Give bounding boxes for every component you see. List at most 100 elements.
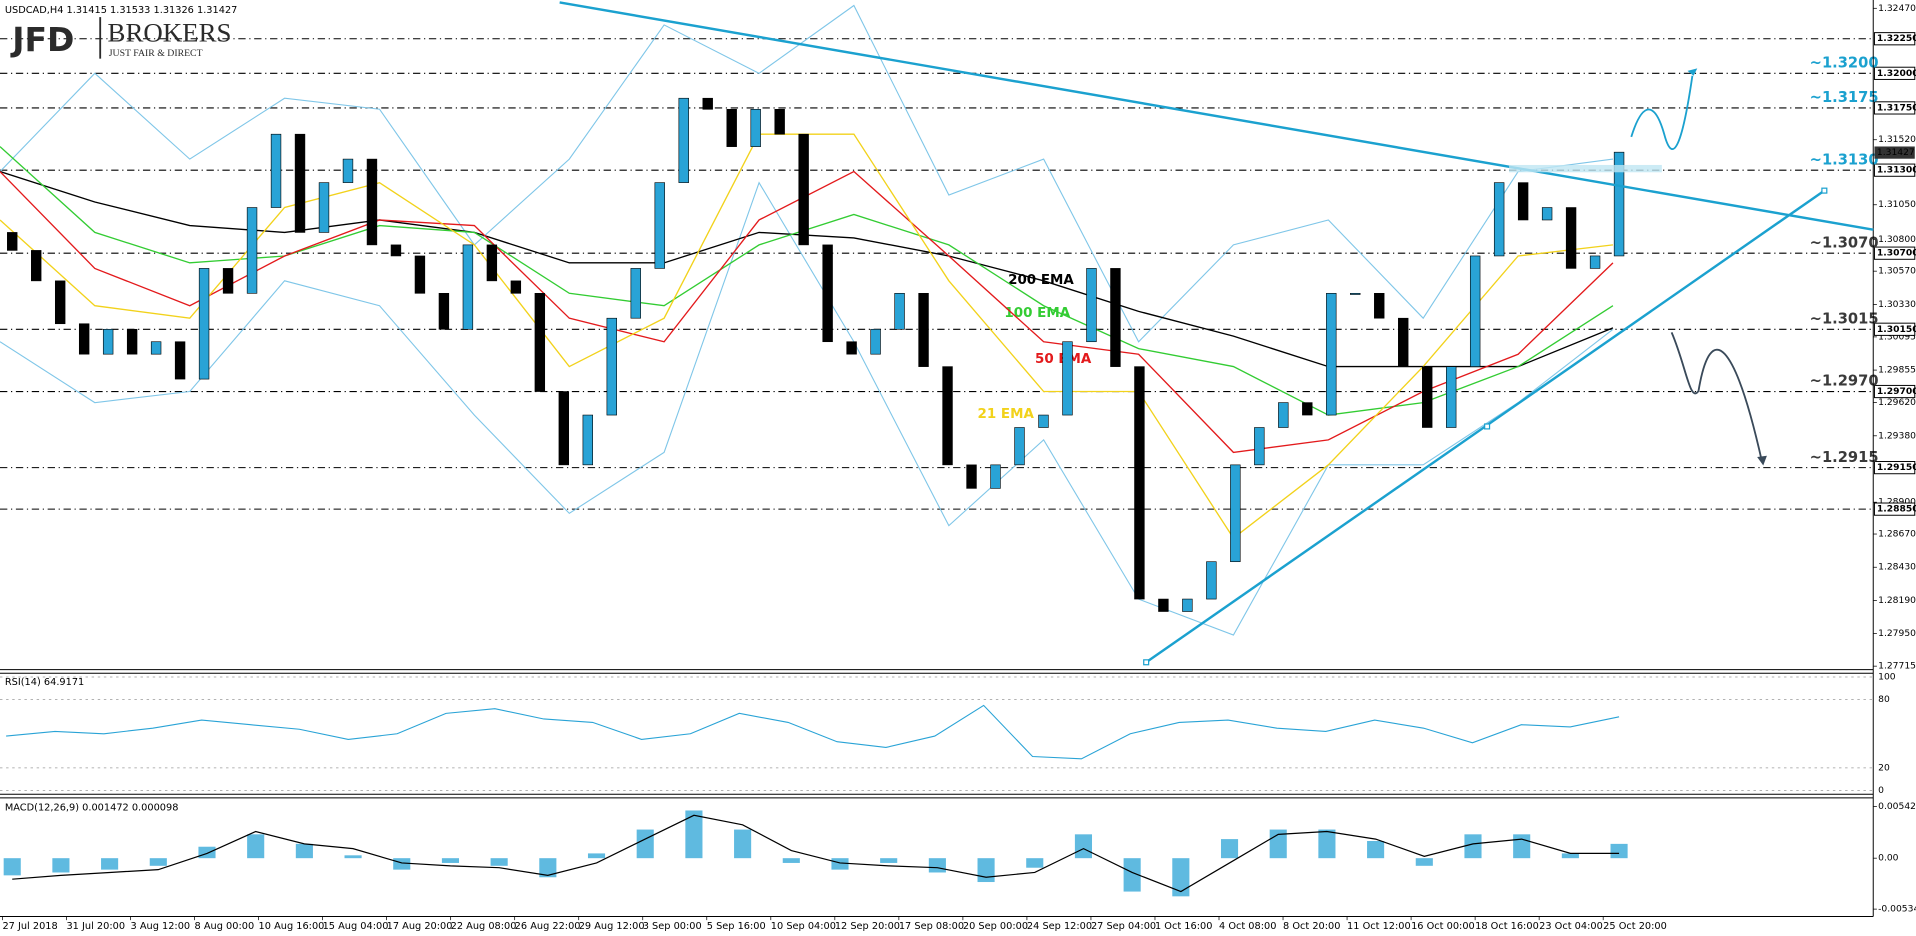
macd-bar bbox=[1220, 839, 1239, 859]
candle bbox=[606, 317, 617, 416]
x-tick-label: 10 Aug 16:00 bbox=[259, 921, 325, 932]
x-tick-label: 1 Oct 16:00 bbox=[1155, 921, 1212, 932]
y-tick-label: 1.32470 bbox=[1878, 3, 1916, 14]
candle bbox=[1038, 414, 1049, 428]
candle bbox=[78, 323, 90, 355]
rsi-line bbox=[6, 704, 1620, 760]
level-label: ~1.2915 bbox=[1810, 449, 1879, 466]
ema-label: 21 EMA bbox=[978, 407, 1035, 422]
candle bbox=[1230, 464, 1241, 563]
x-tick-label: 3 Sep 00:00 bbox=[643, 921, 702, 932]
candle bbox=[942, 366, 953, 466]
candle bbox=[630, 268, 641, 319]
macd-bar bbox=[490, 858, 508, 866]
candle bbox=[1422, 366, 1433, 428]
macd-bar bbox=[149, 858, 167, 866]
candle bbox=[726, 108, 737, 147]
level-axis-box bbox=[1873, 246, 1916, 260]
x-tick-label: 4 Oct 08:00 bbox=[1219, 921, 1276, 932]
bollinger-lower bbox=[0, 181, 1614, 636]
x-tick-label: 27 Jul 2018 bbox=[2, 921, 57, 932]
current-price-box bbox=[1874, 146, 1915, 159]
candle bbox=[1158, 598, 1169, 612]
level-axis-box bbox=[1873, 163, 1916, 177]
candle bbox=[1565, 207, 1577, 269]
candle bbox=[31, 250, 42, 282]
candle bbox=[1278, 402, 1289, 428]
macd-bar bbox=[247, 834, 265, 859]
macd-bar bbox=[782, 858, 800, 863]
candle bbox=[702, 97, 713, 110]
level-axis-label: 1.30150 bbox=[1877, 324, 1916, 335]
candle bbox=[1613, 151, 1625, 257]
x-tick-label: 27 Sep 04:00 bbox=[1091, 921, 1156, 932]
macd-bar bbox=[1415, 858, 1433, 866]
rsi-tick-label: 20 bbox=[1878, 762, 1890, 773]
y-tick-label: 1.28430 bbox=[1878, 562, 1916, 573]
macd-bar bbox=[880, 858, 898, 863]
candle bbox=[654, 182, 665, 269]
x-tick-label: 8 Aug 00:00 bbox=[195, 921, 255, 932]
level-axis-label: 1.32000 bbox=[1877, 68, 1916, 79]
trendline-handle bbox=[1821, 187, 1828, 194]
candle bbox=[126, 328, 138, 355]
y-tick-label: 1.28900 bbox=[1878, 497, 1916, 508]
candle bbox=[1086, 268, 1097, 343]
macd-bar bbox=[101, 858, 119, 870]
level-axis-box bbox=[1873, 384, 1916, 399]
x-tick-label: 3 Aug 12:00 bbox=[131, 921, 191, 932]
level-axis-label: 1.28850 bbox=[1877, 504, 1916, 515]
level-label: ~1.3200 bbox=[1810, 55, 1879, 72]
level-axis-box bbox=[1873, 66, 1916, 80]
macd-bar bbox=[1367, 841, 1385, 859]
candle bbox=[774, 108, 785, 135]
candle bbox=[1326, 292, 1337, 416]
y-tick-label: 1.30330 bbox=[1878, 299, 1916, 310]
candle bbox=[870, 328, 881, 355]
y-tick-label: 1.27715 bbox=[1878, 661, 1916, 672]
logo-tagline: JUST FAIR & DIRECT bbox=[109, 48, 203, 59]
macd-bar bbox=[393, 858, 411, 870]
candle bbox=[1014, 427, 1025, 466]
candle bbox=[1493, 182, 1505, 257]
macd-bar bbox=[1561, 853, 1579, 859]
ema-label: 100 EMA bbox=[1004, 306, 1070, 321]
x-tick-label: 12 Sep 20:00 bbox=[835, 921, 900, 932]
y-tick-label: 1.29380 bbox=[1878, 430, 1916, 441]
macd-bar bbox=[1318, 829, 1336, 859]
level-axis-label: 1.30700 bbox=[1877, 248, 1916, 259]
y-tick-label: 1.31520 bbox=[1878, 134, 1916, 145]
y-tick-label: 1.28670 bbox=[1878, 529, 1916, 540]
macd-tick-label: -0.00534 bbox=[1878, 904, 1916, 915]
macd-bar bbox=[52, 858, 70, 873]
level-axis-box bbox=[1873, 461, 1916, 475]
candle bbox=[294, 133, 306, 233]
logo-mark: JFD bbox=[10, 20, 74, 59]
y-tick-label: 1.31050 bbox=[1878, 199, 1916, 210]
candle bbox=[1206, 561, 1217, 600]
y-tick-label: 1.28190 bbox=[1878, 595, 1916, 606]
x-tick-label: 18 Oct 16:00 bbox=[1475, 921, 1539, 932]
candle bbox=[1062, 341, 1073, 416]
candle bbox=[846, 341, 857, 355]
trendline-handle bbox=[1143, 659, 1150, 666]
macd-bar bbox=[831, 858, 849, 870]
candle bbox=[150, 341, 162, 355]
level-axis-label: 1.29150 bbox=[1877, 462, 1916, 473]
rsi-tick-label: 80 bbox=[1878, 694, 1890, 705]
candle bbox=[678, 97, 689, 183]
level-label: ~1.3070 bbox=[1810, 234, 1879, 251]
bearish-scenario-arrow bbox=[1670, 332, 1763, 463]
candle bbox=[342, 158, 354, 183]
level-axis-label: 1.32250 bbox=[1877, 33, 1916, 44]
candle bbox=[750, 108, 761, 147]
candle bbox=[1469, 255, 1481, 367]
candle bbox=[246, 207, 258, 294]
macd-bar bbox=[1610, 843, 1628, 859]
candle bbox=[7, 232, 18, 251]
resistance-trendline bbox=[559, 1, 1874, 231]
x-tick-label: 29 Aug 12:00 bbox=[579, 921, 645, 932]
candle bbox=[1398, 317, 1409, 367]
arrow-head bbox=[1757, 455, 1767, 466]
